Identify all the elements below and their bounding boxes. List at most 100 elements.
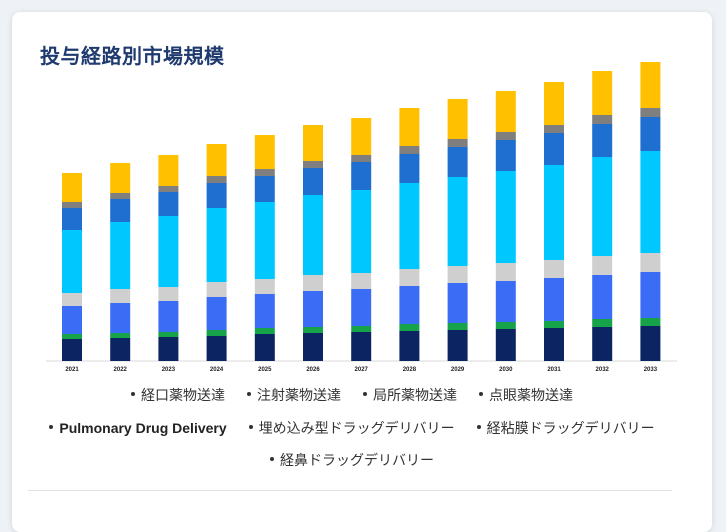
bar-segment-2026-6	[303, 168, 323, 195]
bar-segment-2024-8	[206, 144, 227, 176]
bar-segment-2028-4	[399, 269, 420, 286]
bar-segment-2027-3	[351, 289, 372, 326]
legend-label: 注射薬物送達	[257, 388, 341, 404]
bar-segment-2033-1	[640, 326, 661, 361]
bars-group	[62, 62, 661, 361]
bar-segment-2021-1	[62, 339, 82, 361]
bar-segment-2023-1	[158, 337, 179, 361]
bar-segment-2030-7	[495, 132, 516, 140]
bar-segment-2026-7	[303, 161, 323, 168]
bullet-icon	[270, 457, 274, 461]
bar-segment-2032-2	[592, 319, 613, 327]
divider-line	[28, 490, 672, 491]
bar-segment-2023-6	[158, 192, 179, 216]
legend-item: 点眼薬物送達	[479, 380, 573, 412]
bar-segment-2033-8	[640, 62, 661, 108]
bar-segment-2022-2	[110, 333, 131, 338]
bar-segment-2027-4	[351, 273, 372, 289]
bar-segment-2028-3	[399, 286, 420, 324]
bar-segment-2031-3	[544, 278, 564, 321]
bar-segment-2026-2	[303, 327, 323, 333]
bar-segment-2030-8	[495, 91, 516, 132]
bullet-icon	[247, 392, 251, 396]
bar-segment-2026-8	[303, 125, 323, 161]
bar-segment-2033-2	[640, 318, 661, 326]
bar-segment-2032-1	[592, 327, 613, 361]
legend-label: 点眼薬物送達	[489, 388, 573, 404]
bar-segment-2031-2	[544, 321, 564, 328]
bar-segment-2033-5	[640, 151, 661, 253]
bar-segment-2025-5	[254, 202, 275, 279]
legend-label: 経粘膜ドラッグデリバリー	[486, 421, 655, 437]
bar-segment-2033-7	[640, 108, 661, 117]
x-tick-label: 2023	[162, 367, 176, 373]
bar-segment-2031-7	[544, 125, 564, 133]
bar-segment-2028-1	[399, 331, 420, 361]
bar-segment-2030-4	[495, 263, 516, 281]
bar-segment-2029-2	[447, 323, 468, 330]
legend-label: Pulmonary Drug Delivery	[59, 420, 227, 436]
bar-segment-2023-5	[158, 216, 179, 287]
bar-segment-2024-6	[206, 183, 227, 208]
bar-segment-2027-6	[351, 162, 372, 190]
bar-segment-2022-8	[110, 163, 131, 193]
bar-segment-2022-1	[110, 338, 131, 361]
bar-segment-2025-1	[254, 334, 275, 361]
legend-item: 注射薬物送達	[247, 380, 341, 412]
bar-segment-2032-7	[592, 115, 613, 124]
bar-segment-2023-8	[158, 155, 179, 186]
legend-item: 経鼻ドラッグデリバリー	[270, 445, 434, 477]
legend-label: 埋め込み型ドラッグデリバリー	[258, 421, 455, 437]
bar-segment-2021-8	[62, 173, 82, 202]
chart-title: 投与経路別市場規模	[40, 44, 225, 68]
bar-segment-2021-5	[62, 230, 82, 293]
bar-segment-2030-2	[495, 322, 516, 329]
bar-segment-2031-5	[544, 165, 564, 260]
bar-segment-2029-1	[447, 330, 468, 361]
bullet-icon	[248, 425, 253, 429]
x-tick-label: 2032	[596, 367, 610, 373]
bar-segment-2025-3	[254, 294, 275, 328]
bar-segment-2029-4	[447, 266, 468, 283]
bar-segment-2029-8	[447, 99, 468, 139]
bar-segment-2028-2	[399, 324, 420, 331]
bar-segment-2032-8	[592, 71, 613, 115]
bar-segment-2021-7	[62, 202, 82, 208]
bar-segment-2024-7	[206, 176, 227, 183]
bar-segment-2032-5	[592, 157, 613, 256]
bar-segment-2027-1	[351, 332, 372, 361]
bar-segment-2030-1	[495, 329, 516, 361]
bullet-icon	[49, 425, 54, 430]
bar-segment-2021-2	[62, 334, 82, 339]
bar-segment-2021-6	[62, 208, 82, 230]
bar-segment-2024-4	[206, 282, 227, 297]
chart-legend: 経口薬物送達 注射薬物送達 局所薬物送達 点眼薬物送達 Pulmonary Drug D…	[26, 380, 678, 477]
bar-segment-2027-8	[351, 118, 372, 155]
bar-segment-2025-4	[254, 279, 275, 294]
bar-segment-2029-3	[447, 283, 468, 323]
x-tick-label: 2026	[306, 367, 320, 373]
bar-segment-2028-8	[399, 108, 420, 146]
bar-segment-2024-3	[206, 297, 227, 330]
bar-segment-2022-5	[110, 222, 131, 289]
bar-segment-2028-6	[399, 154, 420, 183]
bar-segment-2030-3	[495, 281, 516, 322]
bullet-icon	[476, 425, 481, 429]
bar-segment-2033-3	[640, 272, 661, 318]
bar-segment-2022-4	[110, 289, 131, 303]
x-tick-label: 2033	[644, 367, 658, 373]
bar-segment-2025-7	[254, 169, 275, 176]
bar-segment-2023-3	[158, 301, 179, 332]
bar-segment-2022-7	[110, 193, 131, 199]
bar-segment-2028-5	[399, 183, 420, 269]
bar-segment-2024-1	[206, 336, 227, 361]
bar-segment-2022-6	[110, 199, 131, 222]
bar-segment-2031-1	[544, 328, 564, 361]
bar-segment-2024-5	[206, 208, 227, 282]
bar-segment-2025-6	[254, 176, 275, 202]
bar-segment-2028-7	[399, 146, 420, 154]
bar-segment-2021-4	[62, 293, 82, 306]
bar-segment-2026-4	[303, 275, 323, 291]
bar-segment-2027-7	[351, 155, 372, 162]
bar-segment-2031-4	[544, 260, 564, 278]
